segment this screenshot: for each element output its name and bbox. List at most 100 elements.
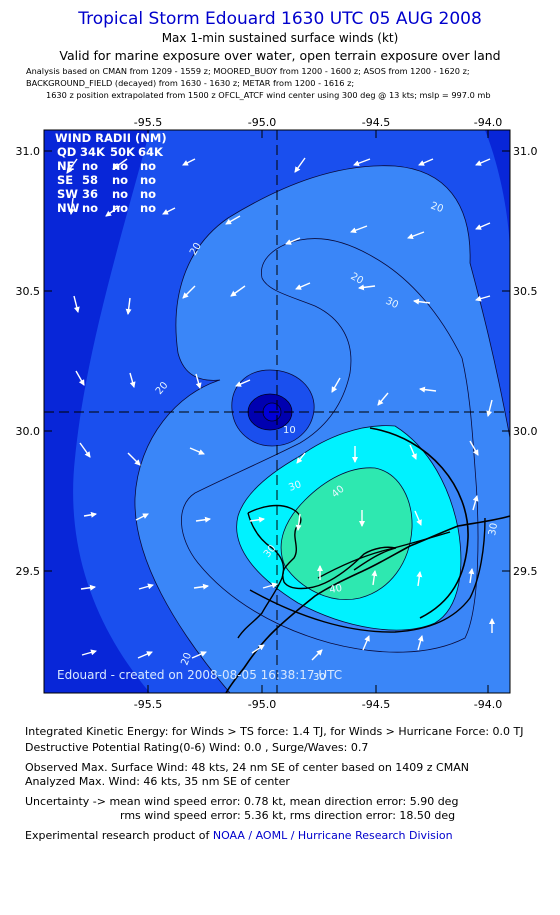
wind-radii-cell: 58 (82, 173, 98, 187)
wind-vector-arrow (127, 452, 141, 466)
wind-vector-arrow (68, 197, 75, 215)
wind-vector-arrow (413, 298, 431, 305)
wind-radii-cell: no (140, 187, 156, 201)
wind-vector-arrow (296, 452, 306, 464)
wind-vector-arrow (472, 495, 479, 511)
lat-tick-label-right: 31.0 (513, 145, 538, 158)
coastline (225, 515, 510, 693)
wind-vector-arrow (469, 440, 479, 456)
lon-tick-label-top: -95.0 (248, 116, 276, 129)
wind-vector-arrow (377, 392, 389, 406)
uncertainty-line-1: Uncertainty -> mean wind speed error: 0.… (25, 795, 459, 808)
wind-vector-arrow (225, 215, 241, 225)
wind-vector-arrow (419, 386, 437, 393)
wind-field-40kt (280, 467, 413, 600)
lat-tick-label-right: 30.5 (513, 285, 538, 298)
wind-vector-arrow (371, 570, 378, 586)
wind-vector-arrow (80, 584, 96, 591)
credit-prefix: Experimental research product of (25, 829, 213, 842)
lat-tick-label-left: 29.5 (16, 565, 41, 578)
lon-tick-label-top: -94.0 (474, 116, 502, 129)
wind-vector-arrow (409, 444, 417, 460)
wind-radii-cell: no (82, 159, 98, 173)
axis-ticks: -95.5 -95.5 -95.0 -95.0 -94.5 -94.5 -94.0 -94.0… (16, 116, 538, 708)
wind-vector-arrow (66, 158, 78, 174)
wind-vector-arrow (79, 442, 91, 458)
wind-vector-arrow (294, 157, 306, 173)
wind-vector-arrow (295, 513, 302, 531)
wind-vector-arrow (125, 297, 132, 315)
lon-tick-label-top: -95.5 (134, 116, 162, 129)
analysis-note: Analysis based on CMAN from 1209 - 1559 … (26, 66, 470, 76)
eye-outline (369, 427, 469, 619)
wind-vector-arrow (135, 513, 149, 521)
uncertainty-line-2: rms wind speed error: 5.36 kt, rms direc… (120, 809, 456, 822)
wind-vector-arrow (414, 510, 422, 526)
contour-label: 30 (313, 672, 326, 683)
wind-radii-col-qd: QD (57, 145, 76, 159)
wind-vector-arrow (138, 583, 154, 590)
wind-vector-arrow (137, 651, 153, 659)
contour-label: 30 (384, 296, 400, 311)
wind-vector-arrow (417, 635, 424, 651)
wind-vector-arrow (475, 222, 491, 230)
wind-vector-arrow (105, 205, 121, 217)
contour-label: 30 (487, 522, 500, 536)
wind-vector-arrow (182, 158, 196, 166)
wind-radii-cell: 36 (82, 187, 98, 201)
wind-vector-arrow (191, 651, 207, 659)
wind-vector-arrow (251, 644, 265, 654)
wind-vector-arrow (249, 516, 265, 523)
wind-radii-col-64k: 64K (138, 145, 164, 159)
wind-radii-cell: no (112, 173, 128, 187)
wind-vector-arrow (468, 568, 475, 584)
contour-label: 10 (283, 425, 296, 436)
wind-vector-arrow (362, 635, 370, 651)
wind-vector-arrow (350, 225, 368, 234)
wind-vector-arrow (418, 158, 434, 166)
hrd-link[interactable]: NOAA / AOML / Hurricane Research Divisio… (212, 829, 453, 842)
lon-tick-label-bottom: -94.5 (362, 698, 390, 708)
wind-vector-arrow (331, 377, 341, 393)
wind-vector-arrow (475, 158, 491, 166)
wind-vector-arrow (75, 370, 85, 386)
wind-vector-arrow (235, 379, 251, 387)
wind-radii-table: WIND RADII (NM) QD 34K 50K 64K NE no no noS… (55, 131, 167, 215)
wind-vector-arrow (195, 516, 211, 523)
credit-line: Experimental research product of NOAA / … (25, 829, 453, 842)
lat-tick-label-left: 31.0 (16, 145, 41, 158)
wind-vector-arrow (112, 158, 128, 170)
wind-vector-arrow (358, 284, 376, 291)
wind-vector-arrow (416, 571, 423, 587)
wind-radii-cell: no (112, 159, 128, 173)
wind-vector-arrow (73, 295, 80, 313)
dpr-line: Destructive Potential Rating(0-6) Wind: … (25, 741, 369, 754)
wind-vector-arrow (162, 207, 176, 215)
wind-radii-cell: no (140, 201, 156, 215)
wind-radii-cell: no (82, 201, 98, 215)
map-subtitle: Max 1-min sustained surface winds (kt) (161, 31, 399, 45)
wind-radii-cell: no (112, 201, 128, 215)
wind-vector-arrow (83, 511, 97, 518)
lat-tick-label-right: 30.0 (513, 425, 538, 438)
lat-tick-label-right: 29.5 (513, 565, 538, 578)
lon-tick-label-bottom: -95.5 (134, 698, 162, 708)
bay-shoreline-west (237, 512, 285, 639)
plot-frame (43, 129, 511, 694)
galveston-bay (247, 504, 397, 590)
wind-vector-arrow (475, 295, 491, 302)
wind-vector-arrow (230, 285, 246, 297)
wind-radii-cell: SW (57, 187, 78, 201)
lon-tick-label-top: -94.5 (362, 116, 390, 129)
lat-tick-label-left: 30.0 (16, 425, 41, 438)
wind-radii-col-34k: 34K (80, 145, 106, 159)
surge-line (249, 517, 486, 633)
wind-radii-cell: no (140, 159, 156, 173)
wind-vector-arrow (407, 231, 425, 240)
wind-vector-arrow (486, 399, 493, 417)
wind-vector-arrow (262, 582, 278, 589)
contour-label: 20 (179, 651, 194, 667)
contour-label: 30 (287, 479, 303, 494)
